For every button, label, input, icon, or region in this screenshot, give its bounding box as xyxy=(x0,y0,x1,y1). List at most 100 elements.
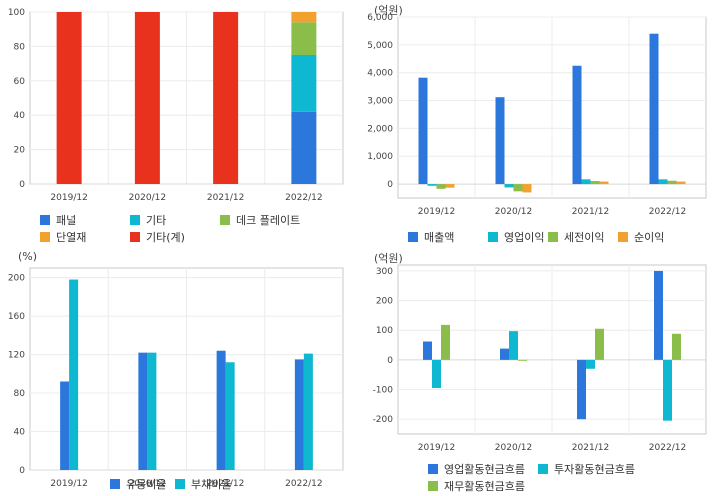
chart-income-legend: 매출액 영업이익 세전이익 순이익 xyxy=(408,229,708,245)
income-legend-swatch xyxy=(408,232,418,242)
ratios-bar-부채비율 xyxy=(69,279,79,470)
ratios-bar-유동비율 xyxy=(138,352,148,470)
cashflow-legend-swatch xyxy=(428,464,438,474)
income-legend-item: 세전이익 xyxy=(548,229,604,245)
income-bar-영업이익 xyxy=(427,184,437,186)
ratios-bar-부채비율 xyxy=(147,352,157,470)
composition-legend-label: 단열재 xyxy=(56,231,87,244)
composition-legend-swatch xyxy=(130,215,140,225)
chart-income: (억원) 0 1,000 2,000 3,000 4,000 5,000 6,000 2019… xyxy=(360,0,720,248)
income-legend-swatch xyxy=(488,232,498,242)
cashflow-ytick-label: -200 xyxy=(373,415,394,425)
cashflow-xtick-label: 2019/12 xyxy=(418,443,455,453)
cashflow-ytick-label: 100 xyxy=(376,326,393,336)
cashflow-bar-영업활동현금흐름 xyxy=(654,270,663,360)
composition-xtick-label: 2021/12 xyxy=(207,193,244,203)
chart-ratios-unit: (%) xyxy=(18,250,38,263)
ratios-legend-label: 부채비율 xyxy=(191,478,232,491)
composition-legend-label: 패널 xyxy=(56,214,77,227)
composition-bar-기타(계) xyxy=(134,12,160,184)
ratios-legend-label: 유동비율 xyxy=(126,478,167,491)
income-legend-item: 영업이익 xyxy=(488,229,544,245)
ratios-ytick-label: 80 xyxy=(14,389,26,399)
composition-ytick-label: 0 xyxy=(19,180,25,190)
cashflow-bar-재무활동현금흐름 xyxy=(672,333,681,360)
income-bar-세전이익 xyxy=(513,184,523,192)
cashflow-ytick-label: -100 xyxy=(373,386,394,396)
ratios-ytick-label: 0 xyxy=(19,466,25,476)
cashflow-bar-영업활동현금흐름 xyxy=(423,341,432,360)
cashflow-legend-item: 재무활동현금흐름 xyxy=(428,478,525,494)
income-bar-매출액 xyxy=(572,65,582,185)
cashflow-bar-투자활동현금흐름 xyxy=(509,331,518,360)
cashflow-legend-label: 재무활동현금흐름 xyxy=(444,480,525,493)
chart-composition-svg: 0 20 40 60 80 100 2019/12 2020/12 2021/12 2022/12 xyxy=(8,8,344,203)
ratios-ytick-label: 40 xyxy=(14,428,26,438)
cashflow-legend-swatch xyxy=(538,464,548,474)
cashflow-bar-재무활동현금흐름 xyxy=(441,324,450,360)
ratios-xtick-label: 2022/12 xyxy=(285,479,322,489)
income-ytick-label: 5,000 xyxy=(367,41,393,51)
composition-legend-swatch xyxy=(220,215,230,225)
composition-xtick-label: 2019/12 xyxy=(50,193,87,203)
cashflow-bar-영업활동현금흐름 xyxy=(577,359,586,420)
income-legend-label: 매출액 xyxy=(424,231,455,244)
income-legend-label: 세전이익 xyxy=(564,231,605,244)
composition-legend-item: 기타(계) xyxy=(130,229,185,245)
ratios-bar-부채비율 xyxy=(225,362,235,470)
chart-ratios-legend: 유동비율 부채비율 xyxy=(110,476,310,492)
ratios-ytick-label: 160 xyxy=(8,312,25,322)
composition-legend-item: 데크 플레이트 xyxy=(220,212,300,228)
chart-cashflow-svg: -200 -100 0 100 200 300 2019/12 2020/12 2021/12 2… xyxy=(373,264,707,453)
ratios-xtick-label: 2019/12 xyxy=(50,479,87,489)
chart-cashflow-legend: 영업활동현금흐름 투자활동현금흐름 재무활동현금흐름 xyxy=(428,461,718,495)
cashflow-bar-재무활동현금흐름 xyxy=(595,328,604,360)
income-bar-영업이익 xyxy=(581,179,591,185)
composition-bar-기타(계) xyxy=(56,12,82,184)
income-bar-매출액 xyxy=(418,77,428,185)
composition-legend-label: 데크 플레이트 xyxy=(236,214,301,227)
composition-ytick-label: 80 xyxy=(14,42,26,52)
composition-xtick-label: 2022/12 xyxy=(285,193,322,203)
cashflow-ytick-label: 300 xyxy=(376,267,393,277)
ratios-legend-item: 유동비율 xyxy=(110,476,166,492)
income-bar-순이익 xyxy=(599,181,609,185)
cashflow-ytick-label: 200 xyxy=(376,297,393,307)
cashflow-bar-영업활동현금흐름 xyxy=(500,348,509,360)
composition-legend-item: 패널 xyxy=(40,212,76,228)
income-legend-item: 순이익 xyxy=(618,229,664,245)
income-ytick-label: 6,000 xyxy=(367,13,393,23)
cashflow-xtick-label: 2022/12 xyxy=(649,443,686,453)
income-ytick-label: 3,000 xyxy=(367,97,393,107)
composition-bar-단열재 xyxy=(291,12,317,23)
income-ytick-label: 2,000 xyxy=(367,124,393,134)
composition-legend-swatch xyxy=(40,215,50,225)
income-bar-세전이익 xyxy=(436,184,446,189)
composition-xtick-label: 2020/12 xyxy=(129,193,166,203)
income-ytick-label: 4,000 xyxy=(367,69,393,79)
income-bar-세전이익 xyxy=(667,180,677,185)
income-legend-label: 영업이익 xyxy=(504,231,545,244)
cashflow-bar-재무활동현금흐름 xyxy=(518,359,527,361)
cashflow-legend-label: 투자활동현금흐름 xyxy=(554,463,635,476)
cashflow-xtick-label: 2021/12 xyxy=(572,443,609,453)
income-bar-순이익 xyxy=(676,181,686,185)
income-bar-세전이익 xyxy=(590,181,600,185)
ratios-bar-유동비율 xyxy=(294,359,304,470)
cashflow-ytick-label: 0 xyxy=(387,356,393,366)
ratios-bar-부채비율 xyxy=(303,353,313,470)
cashflow-bar-투자활동현금흐름 xyxy=(663,359,672,421)
composition-legend-swatch xyxy=(130,232,140,242)
composition-bar-기타(계) xyxy=(213,12,239,184)
income-xtick-label: 2021/12 xyxy=(572,207,609,217)
ratios-bar-유동비율 xyxy=(216,350,226,470)
chart-income-svg: 0 1,000 2,000 3,000 4,000 5,000 6,000 2019/12 20… xyxy=(367,13,707,217)
income-ytick-label: 1,000 xyxy=(367,152,393,162)
income-legend-swatch xyxy=(548,232,558,242)
composition-legend-label: 기타(계) xyxy=(146,231,185,244)
chart-composition: 0 20 40 60 80 100 2019/12 2020/12 2021/12 2022/12… xyxy=(0,0,360,248)
income-xtick-label: 2022/12 xyxy=(649,207,686,217)
composition-legend-swatch xyxy=(40,232,50,242)
cashflow-bar-투자활동현금흐름 xyxy=(432,359,441,389)
composition-legend-label: 기타 xyxy=(146,214,167,227)
